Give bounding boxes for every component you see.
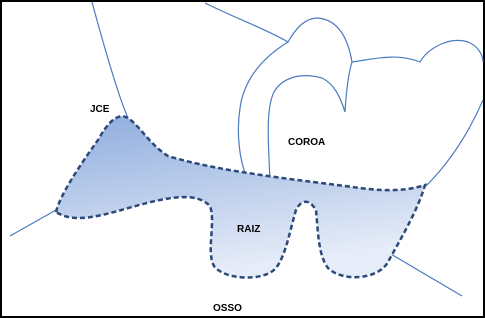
label-raiz: RAIZ xyxy=(237,224,260,235)
page: {"labels": ["JCE", "COROA", "RAIZ", "OSS… xyxy=(0,0,485,318)
tooth-diagram: JCE COROA RAIZ OSSO xyxy=(0,0,485,318)
label-jce: JCE xyxy=(90,104,110,115)
label-coroa: COROA xyxy=(288,137,325,148)
label-osso: OSSO xyxy=(213,303,242,314)
